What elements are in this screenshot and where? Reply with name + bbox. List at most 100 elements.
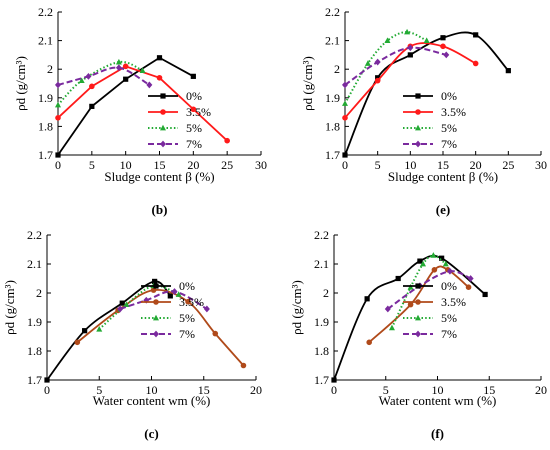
data-point <box>55 81 61 89</box>
data-point <box>143 296 150 304</box>
data-point <box>472 60 479 67</box>
y-tick-label: 1.8 <box>27 344 42 358</box>
data-point <box>152 278 158 284</box>
data-point <box>342 81 348 89</box>
y-tick-label: 2.2 <box>325 5 340 19</box>
y-tick-label: 2 <box>47 62 53 76</box>
x-tick-label: 20 <box>535 383 547 397</box>
series-line <box>98 284 180 330</box>
data-point <box>374 77 381 84</box>
data-point <box>119 300 125 306</box>
data-point <box>74 339 81 346</box>
x-tick-label: 30 <box>255 158 267 172</box>
data-point <box>366 339 372 346</box>
x-tick-label: 0 <box>331 383 337 397</box>
legend-entry: 3.5% <box>441 295 466 309</box>
panel-label: (f) <box>431 426 444 441</box>
legend-marker <box>415 283 421 289</box>
data-point <box>374 58 381 66</box>
x-axis-label: Sludge content β (%) <box>104 169 214 184</box>
data-point <box>342 152 348 158</box>
legend-marker <box>153 330 159 338</box>
data-point <box>123 301 130 307</box>
x-tick-label: 5 <box>375 158 381 172</box>
legend-marker <box>160 140 166 148</box>
x-axis-label: Water content wm (%) <box>93 393 211 408</box>
series-1 <box>55 63 230 144</box>
data-point <box>44 377 50 383</box>
data-point <box>331 377 337 383</box>
series-line <box>57 56 194 156</box>
legend-entry: 5% <box>441 121 457 135</box>
y-tick-label: 1.8 <box>325 119 340 133</box>
y-tick-label: 1.7 <box>314 373 329 387</box>
x-tick-label: 15 <box>437 158 449 172</box>
y-axis-label: ρd (g/cm³) <box>13 56 28 111</box>
data-point <box>139 67 146 74</box>
legend-entry: 7% <box>441 327 457 341</box>
x-tick-label: 5 <box>96 383 102 397</box>
legend: 0% 3.5% 5% 7% <box>148 89 211 151</box>
x-tick-label: 0 <box>342 158 348 172</box>
legend: 0% 3.5% 5% 7% <box>403 89 466 151</box>
data-point <box>123 76 129 82</box>
legend-marker <box>415 124 421 131</box>
legend-entry: 3.5% <box>441 105 466 119</box>
data-point <box>115 58 122 65</box>
x-tick-label: 10 <box>432 383 444 397</box>
y-tick-label: 2.1 <box>314 257 329 271</box>
x-axis-label: Sludge content β (%) <box>388 169 498 184</box>
data-point <box>407 44 414 52</box>
data-point <box>467 275 474 282</box>
data-point <box>240 362 247 369</box>
data-point <box>89 103 95 109</box>
data-point <box>55 152 61 158</box>
legend-entry: 0% <box>179 279 195 293</box>
legend-entry: 0% <box>441 279 457 293</box>
legend-entry: 3.5% <box>179 295 204 309</box>
data-point <box>175 291 182 297</box>
y-axis-label: ρd (g/cm³) <box>289 280 304 335</box>
data-point <box>417 258 423 264</box>
data-point <box>96 326 103 332</box>
y-axis-label: ρd (g/cm³) <box>300 56 315 111</box>
x-tick-label: 15 <box>198 383 210 397</box>
series-3 <box>384 267 474 313</box>
x-tick-label: 0 <box>55 158 61 172</box>
data-point <box>85 72 92 80</box>
data-point <box>185 298 191 305</box>
legend-marker <box>160 93 166 99</box>
legend-marker <box>415 109 421 115</box>
series-3 <box>342 44 450 89</box>
data-point <box>431 267 438 273</box>
data-point <box>388 324 395 331</box>
legend-marker <box>153 283 159 289</box>
x-tick-label: 0 <box>44 383 50 397</box>
series-line <box>344 46 447 86</box>
legend-marker <box>160 124 166 131</box>
x-tick-label: 20 <box>250 383 262 397</box>
series-line <box>57 60 144 106</box>
data-point <box>78 77 85 84</box>
data-point <box>156 55 163 61</box>
data-point <box>167 293 173 299</box>
x-tick-label: 15 <box>483 383 495 397</box>
data-point <box>171 288 178 295</box>
y-tick-label: 1.7 <box>325 148 340 162</box>
data-point <box>55 115 61 121</box>
data-point <box>443 51 450 59</box>
y-tick-label: 1.7 <box>38 148 53 162</box>
legend-entry: 5% <box>179 311 195 325</box>
x-tick-label: 15 <box>154 158 166 172</box>
data-point <box>482 291 488 298</box>
chart-panel: 1.7 1.8 1.9 2 2.1 2.2 0 5 10 15 20 25 30 Sludge conte… <box>300 5 547 217</box>
legend: 0% 3.5% 5% 7% <box>141 279 204 341</box>
y-tick-label: 2 <box>36 286 42 300</box>
data-point <box>375 75 381 81</box>
legend-entry: 7% <box>441 137 457 151</box>
legend-entry: 0% <box>186 89 202 103</box>
legend-entry: 5% <box>441 311 457 325</box>
data-point <box>190 73 196 79</box>
data-point <box>55 101 61 108</box>
